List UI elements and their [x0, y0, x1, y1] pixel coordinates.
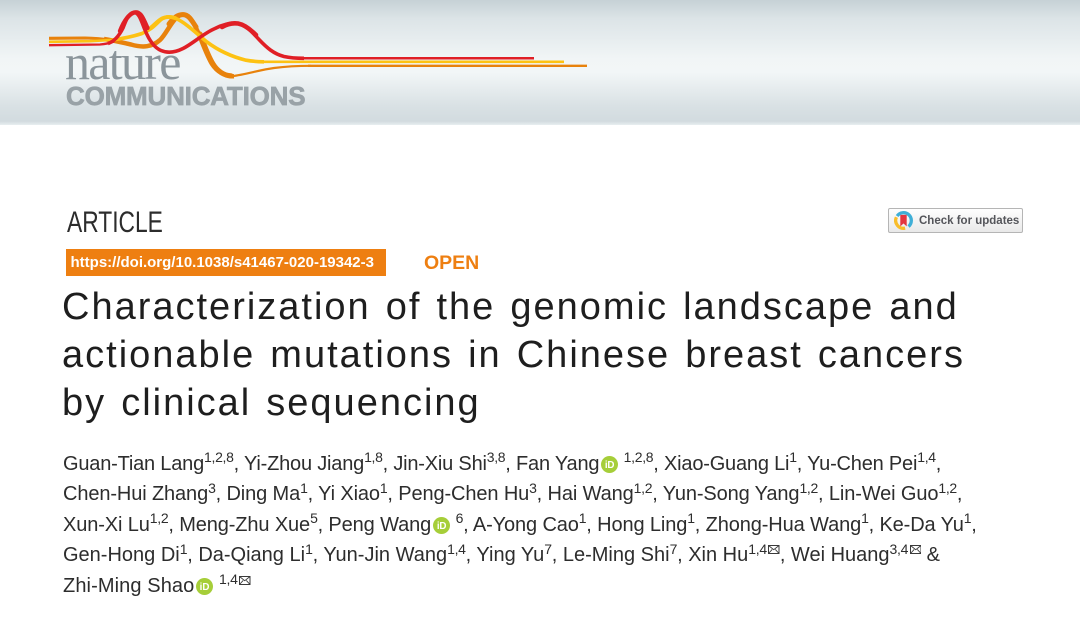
- svg-text:iD: iD: [200, 582, 210, 593]
- svg-text:iD: iD: [437, 521, 447, 532]
- svg-text:iD: iD: [605, 460, 615, 471]
